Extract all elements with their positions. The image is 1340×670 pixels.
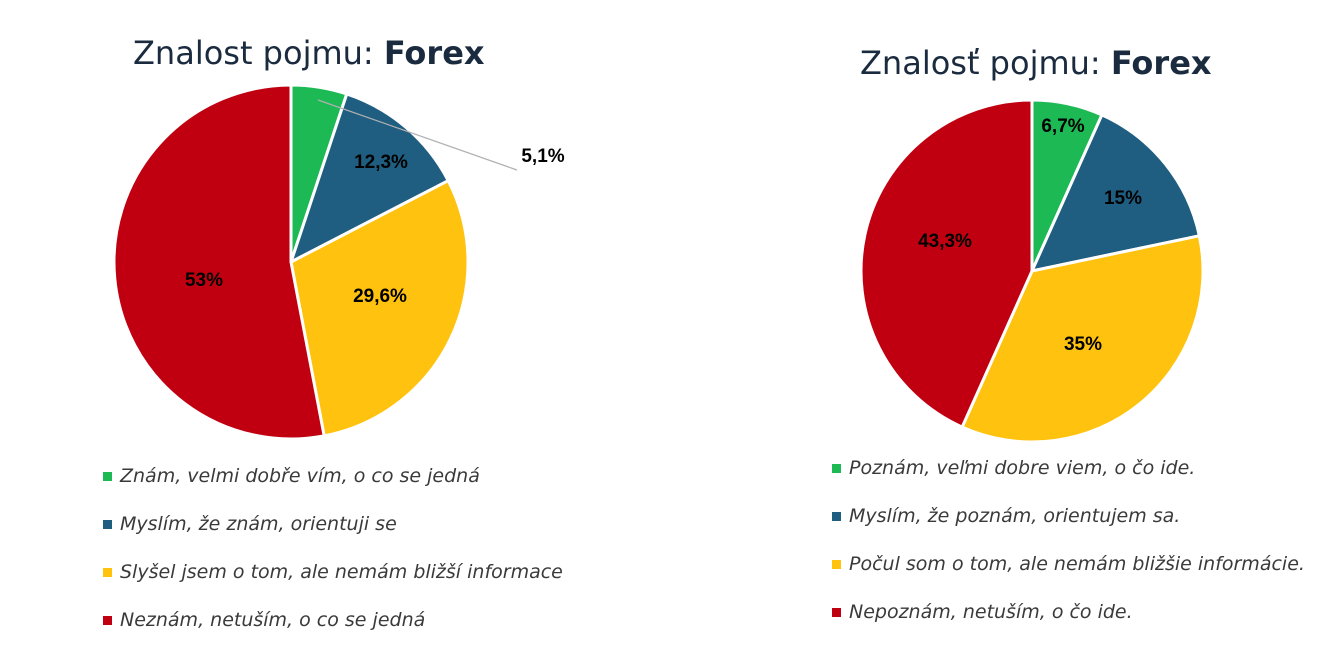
pie-chart: 6,7% 15% 35% 43,3% [859,98,1205,444]
legend-label: Neznám, netuším, o co se jedná [120,609,426,631]
data-label: 15% [1104,188,1142,209]
pie-slice [112,83,326,441]
legend-item: Neznám, netuším, o co se jedná [103,596,563,644]
pie-slice [859,98,1034,429]
chart-title-prefix: Znalosť pojmu: [860,44,1111,82]
legend-swatch [103,615,112,625]
data-label: 5,1% [521,146,564,167]
legend-label: Znám, velmi dobře vím, o co se jedná [120,465,480,487]
data-label: 53% [185,270,223,291]
pie-slice [289,92,450,264]
data-label: 6,7% [1041,116,1084,137]
legend: Znám, velmi dobře vím, o co se jedná Mys… [103,452,563,644]
legend-swatch [832,559,841,569]
legend-item: Poznám, veľmi dobre viem, o čo ide. [832,444,1305,492]
data-label: 12,3% [354,152,408,173]
legend: Poznám, veľmi dobre viem, o čo ide. Mysl… [832,444,1305,636]
chart-panel-sk: Znalosť pojmu: Forex 6,7% 15% 35% 43,3% Poz… [740,0,1340,670]
legend-item: Znám, velmi dobře vím, o co se jedná [103,452,563,500]
data-label: 43,3% [918,231,972,252]
chart-title: Znalosť pojmu: Forex [860,44,1212,82]
chart-title: Znalost pojmu: Forex [133,34,485,72]
pie-slice [1030,113,1201,273]
pie-chart: 5,1% 12,3% 29,6% 53% [112,83,565,441]
legend-label: Myslím, že znám, orientuji se [120,513,397,535]
legend-swatch [832,511,841,521]
legend-item: Myslím, že znám, orientuji se [103,500,563,548]
data-label: 35% [1064,334,1102,355]
legend-swatch [832,463,841,473]
legend-swatch [103,519,112,529]
chart-title-bold: Forex [383,34,485,72]
legend-item: Slyšel jsem o tom, ale nemám bližší info… [103,548,563,596]
legend-label: Myslím, že poznám, orientujem sa. [849,505,1181,527]
leader-line [317,99,518,171]
chart-panel-cz: Znalost pojmu: Forex 5,1% 12,3% 29,6% 53% Z… [0,0,620,670]
legend-label: Poznám, veľmi dobre viem, o čo ide. [849,457,1196,479]
chart-title-bold: Forex [1110,44,1212,82]
pie-slice [960,234,1205,444]
legend-swatch [103,471,112,481]
legend-label: Slyšel jsem o tom, ale nemám bližší info… [120,561,563,583]
chart-title-prefix: Znalost pojmu: [133,34,384,72]
legend-item: Myslím, že poznám, orientujem sa. [832,492,1305,540]
pie-slice [289,179,470,438]
legend-label: Nepoznám, netuším, o čo ide. [849,601,1133,623]
legend-item: Nepoznám, netuším, o čo ide. [832,588,1305,636]
legend-item: Počul som o tom, ale nemám bližšie infor… [832,540,1305,588]
legend-swatch [832,607,841,617]
legend-label: Počul som o tom, ale nemám bližšie infor… [849,553,1305,575]
data-label: 29,6% [353,286,407,307]
legend-swatch [103,567,112,577]
